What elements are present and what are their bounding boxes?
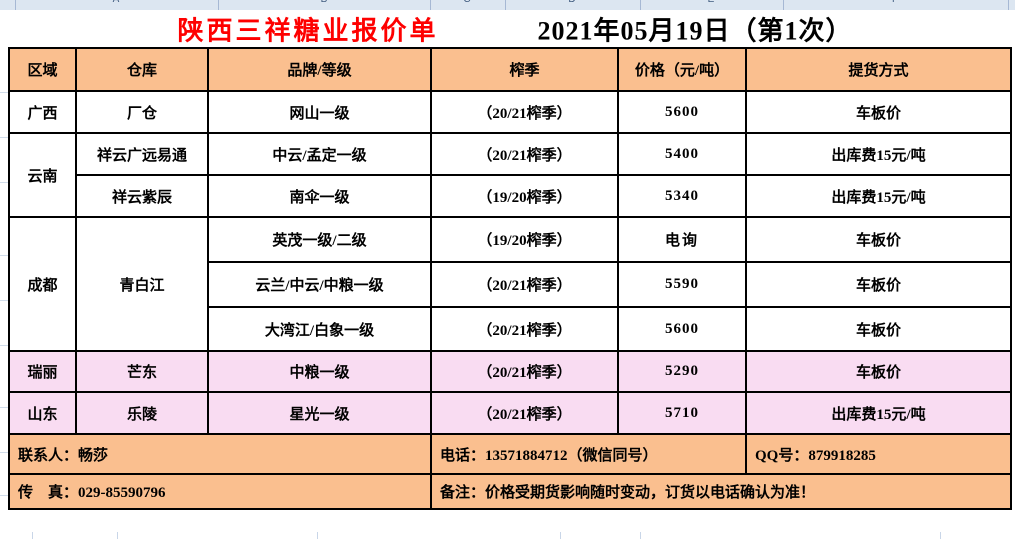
cell-delivery[interactable]: 出库费15元/吨 bbox=[745, 132, 1012, 176]
cell-delivery[interactable]: 车板价 bbox=[745, 261, 1012, 308]
cell-season[interactable]: （20/21榨季） bbox=[430, 350, 619, 393]
cell-brand[interactable]: 星光一级 bbox=[207, 391, 432, 435]
table-row: 云兰/中云/中粮一级 （20/21榨季） 5590 车板价 bbox=[9, 261, 1012, 308]
table-row: 祥云紫辰 南伞一级 （19/20榨季） 5340 出库费15元/吨 bbox=[9, 174, 1012, 218]
cell-brand[interactable]: 网山一级 bbox=[207, 90, 432, 134]
column-separator bbox=[1008, 0, 1009, 10]
table-row: 广西 厂仓 网山一级 （20/21榨季） 5600 车板价 bbox=[8, 90, 1012, 134]
cell-region[interactable]: 山东 bbox=[8, 391, 77, 435]
cell-brand[interactable]: 中粮一级 bbox=[207, 350, 432, 393]
price-note[interactable]: 备注：价格受期货影响随时变动，订货以电话确认为准！ bbox=[430, 473, 1012, 510]
cell-warehouse[interactable]: 祥云紫辰 bbox=[75, 174, 209, 218]
cell-season[interactable]: （20/21榨季） bbox=[430, 391, 619, 435]
cell-season[interactable]: （20/21榨季） bbox=[430, 306, 619, 352]
cell-delivery[interactable]: 车板价 bbox=[745, 350, 1012, 393]
table-row-highlighted: 瑞丽 芒东 中粮一级 （20/21榨季） 5290 车板价 bbox=[8, 350, 1012, 393]
column-separator bbox=[430, 0, 431, 10]
contact-person[interactable]: 联系人：畅莎 bbox=[8, 433, 432, 475]
column-header-f[interactable]: F bbox=[892, 0, 898, 5]
column-header-d[interactable]: D bbox=[568, 0, 575, 5]
bottom-grid-strip bbox=[0, 531, 1015, 539]
cell-price[interactable]: 5590 bbox=[617, 261, 747, 308]
left-grid-gutter bbox=[0, 10, 8, 539]
contact-fax[interactable]: 传 真：029-85590796 bbox=[8, 473, 432, 510]
cell-brand[interactable]: 英茂一级/二级 bbox=[207, 216, 432, 263]
column-header-a[interactable]: A bbox=[113, 0, 120, 5]
right-margin bbox=[1010, 10, 1015, 539]
column-separator bbox=[640, 0, 641, 10]
table-row-highlighted: 山东 乐陵 星光一级 （20/21榨季） 5710 出库费15元/吨 bbox=[8, 391, 1012, 435]
cell-price[interactable]: 5710 bbox=[617, 391, 747, 435]
column-separator bbox=[505, 0, 506, 10]
header-price[interactable]: 价格（元/吨） bbox=[617, 47, 747, 92]
header-season[interactable]: 榨季 bbox=[430, 47, 619, 92]
footer-row-note: 传 真：029-85590796 备注：价格受期货影响随时变动，订货以电话确认为… bbox=[8, 473, 1012, 510]
cell-region[interactable]: 瑞丽 bbox=[8, 350, 77, 393]
cell-region[interactable]: 云南 bbox=[8, 132, 77, 218]
header-delivery[interactable]: 提货方式 bbox=[745, 47, 1012, 92]
quote-date[interactable]: 2021年05月19日（第1次） bbox=[537, 16, 853, 45]
column-separator bbox=[218, 0, 219, 10]
table-row: 大湾江/白象一级 （20/21榨季） 5600 车板价 bbox=[9, 306, 1012, 352]
cell-warehouse[interactable]: 乐陵 bbox=[75, 391, 209, 435]
table-header-row: 区域 仓库 品牌/等级 榨季 价格（元/吨） 提货方式 bbox=[8, 47, 1012, 92]
header-warehouse[interactable]: 仓库 bbox=[75, 47, 209, 92]
title-row: 陕西三祥糖业报价单 2021年05月19日（第1次） bbox=[8, 10, 1010, 47]
page-title[interactable]: 陕西三祥糖业报价单 bbox=[177, 16, 439, 45]
table-row: 成都 青白江 英茂一级/二级 （19/20榨季） 电询 车板价 bbox=[8, 216, 1012, 352]
cell-brand[interactable]: 中云/孟定一级 bbox=[207, 132, 432, 176]
cell-delivery[interactable]: 车板价 bbox=[745, 216, 1012, 263]
cell-delivery[interactable]: 车板价 bbox=[745, 306, 1012, 352]
header-region[interactable]: 区域 bbox=[8, 47, 77, 92]
cell-price[interactable]: 5400 bbox=[617, 132, 747, 176]
column-header-b[interactable]: B bbox=[321, 0, 328, 5]
cell-price[interactable]: 5290 bbox=[617, 350, 747, 393]
cell-price[interactable]: 电询 bbox=[617, 216, 747, 263]
cell-warehouse[interactable]: 祥云广远易通 bbox=[75, 132, 209, 176]
header-brand[interactable]: 品牌/等级 bbox=[207, 47, 432, 92]
cell-warehouse[interactable]: 厂仓 bbox=[75, 90, 209, 134]
cell-price[interactable]: 5340 bbox=[617, 174, 747, 218]
cell-season[interactable]: （19/20榨季） bbox=[430, 174, 619, 218]
contact-phone[interactable]: 电话：13571884712（微信同号） bbox=[430, 433, 747, 475]
cell-price[interactable]: 5600 bbox=[617, 306, 747, 352]
cell-price[interactable]: 5600 bbox=[617, 90, 747, 134]
price-quotation-table: 区域 仓库 品牌/等级 榨季 价格（元/吨） 提货方式 广西 厂仓 网山一级 （… bbox=[8, 47, 1012, 510]
column-header-c[interactable]: C bbox=[463, 0, 470, 5]
cell-region[interactable]: 成都 bbox=[8, 216, 77, 352]
contact-qq[interactable]: QQ号：879918285 bbox=[745, 433, 1012, 475]
cell-season[interactable]: （20/21榨季） bbox=[430, 261, 619, 308]
cell-brand[interactable]: 大湾江/白象一级 bbox=[207, 306, 432, 352]
table-row: 云南 祥云广远易通 中云/孟定一级 （20/21榨季） 5400 出库费15元/… bbox=[8, 132, 1012, 218]
cell-warehouse[interactable]: 芒东 bbox=[75, 350, 209, 393]
cell-delivery[interactable]: 出库费15元/吨 bbox=[745, 391, 1012, 435]
cell-brand[interactable]: 南伞一级 bbox=[207, 174, 432, 218]
cell-season[interactable]: （20/21榨季） bbox=[430, 90, 619, 134]
cell-brand[interactable]: 云兰/中云/中粮一级 bbox=[207, 261, 432, 308]
column-separator bbox=[15, 0, 16, 10]
cell-delivery[interactable]: 出库费15元/吨 bbox=[745, 174, 1012, 218]
cell-season[interactable]: （20/21榨季） bbox=[430, 132, 619, 176]
cell-warehouse[interactable]: 青白江 bbox=[75, 216, 209, 352]
cell-delivery[interactable]: 车板价 bbox=[745, 90, 1012, 134]
column-separator bbox=[783, 0, 784, 10]
cell-region[interactable]: 广西 bbox=[8, 90, 77, 134]
column-header-e[interactable]: E bbox=[708, 0, 715, 5]
cell-season[interactable]: （19/20榨季） bbox=[430, 216, 619, 263]
footer-row-contact: 联系人：畅莎 电话：13571884712（微信同号） QQ号：87991828… bbox=[8, 433, 1012, 475]
